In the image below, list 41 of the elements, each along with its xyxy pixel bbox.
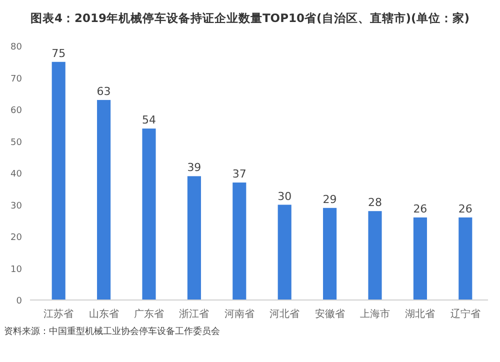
x-tick-label: 上海市 [360, 308, 390, 320]
data-label: 26 [413, 202, 428, 216]
bar [368, 211, 382, 300]
x-tick-label: 河南省 [224, 308, 254, 320]
y-tick-label: 50 [10, 138, 22, 148]
y-tick-label: 70 [10, 74, 22, 84]
y-tick-label: 30 [10, 201, 22, 212]
bar [413, 217, 427, 300]
y-tick-label: 0 [16, 296, 22, 306]
y-tick-label: 20 [10, 233, 22, 243]
data-label: 54 [142, 114, 156, 127]
bar [142, 128, 156, 300]
x-tick-label: 安徽省 [314, 308, 345, 320]
data-label: 75 [52, 46, 66, 60]
x-tick-label: 江苏省 [44, 308, 74, 320]
bar [278, 204, 292, 300]
y-tick-label: 40 [10, 170, 22, 180]
x-tick-label: 湖北省 [405, 308, 436, 320]
bar [97, 100, 111, 300]
bar [323, 208, 337, 300]
y-tick-label: 10 [10, 264, 22, 275]
bar [52, 62, 66, 300]
x-tick-label: 河北省 [270, 308, 300, 320]
x-tick-label: 辽宁省 [450, 308, 480, 320]
data-label: 26 [458, 202, 472, 216]
bar [458, 217, 472, 300]
x-tick-label: 山东省 [88, 308, 119, 320]
x-tick-label: 浙江省 [179, 308, 210, 320]
x-tick-label: 广东省 [134, 308, 164, 320]
bar [187, 176, 201, 300]
y-tick-label: 80 [10, 42, 22, 52]
data-label: 37 [232, 168, 246, 181]
chart-title: 图表4：2019年机械停车设备持证企业数量TOP10省(自治区、直辖市)(单位：家) [30, 11, 470, 25]
data-label: 28 [368, 196, 382, 210]
y-tick-label: 60 [10, 106, 22, 116]
data-label: 29 [322, 192, 337, 206]
data-label: 30 [278, 190, 292, 203]
data-label: 39 [187, 161, 202, 174]
bar [232, 182, 246, 300]
text: 资料来源：中国重型机械工业协会停车设备工作委员会 [4, 326, 220, 337]
data-label: 63 [96, 84, 111, 98]
